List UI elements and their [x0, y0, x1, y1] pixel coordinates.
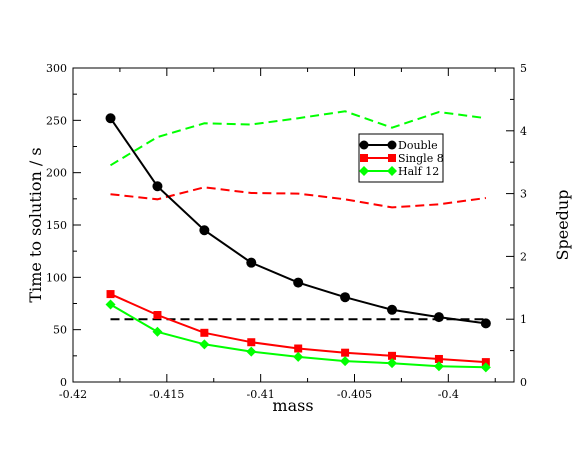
plot-frame — [72, 67, 515, 383]
data-point-half-12 — [199, 339, 210, 350]
data-point-single-8 — [106, 290, 115, 299]
legend-label-half-12: Half 12 — [398, 165, 439, 178]
data-point-single-8 — [153, 311, 162, 320]
legend-marker-square — [388, 154, 396, 162]
legend-marker-circle — [387, 140, 397, 150]
y2-tick-label: 3 — [520, 188, 527, 201]
data-point-single-8 — [200, 328, 209, 337]
y-tick-label: 150 — [46, 219, 67, 232]
x-tick-label: -0.405 — [337, 388, 372, 401]
legend-marker-diamond — [387, 166, 397, 176]
data-point-double — [433, 312, 444, 323]
legend-item-half-12: Half 12 — [359, 165, 439, 178]
y-tick-label: 50 — [53, 324, 67, 337]
y-axis-title: Time to solution / s — [26, 147, 45, 302]
series-layer — [105, 110, 491, 373]
legend-label-single-8: Single 8 — [398, 152, 444, 165]
legend-marker-diamond — [359, 166, 369, 176]
data-point-half-12 — [152, 326, 163, 337]
data-point-single-8 — [341, 348, 350, 357]
data-point-half-12 — [340, 356, 351, 367]
data-point-double — [152, 181, 163, 192]
legend-label-double: Double — [398, 139, 438, 152]
legend-item-double: Double — [359, 139, 438, 152]
x-axis-title: mass — [272, 396, 313, 415]
y-tick-label: 300 — [46, 62, 67, 75]
legend-marker-circle — [359, 140, 369, 150]
x-tick-label: -0.42 — [59, 388, 87, 401]
data-point-double — [340, 292, 351, 303]
data-point-double — [293, 277, 304, 288]
legend: Double Single 8 Half 12 — [358, 133, 444, 183]
y-tick-label: 200 — [46, 167, 67, 180]
x-tick-label: -0.415 — [149, 388, 184, 401]
data-point-half-12 — [433, 361, 444, 372]
data-point-double — [246, 257, 257, 268]
data-point-double — [480, 318, 491, 329]
data-point-half-12 — [105, 299, 116, 310]
x-tick-label: -0.41 — [247, 388, 275, 401]
data-point-single-8 — [247, 338, 256, 347]
y2-tick-label: 2 — [520, 250, 527, 263]
y2-axis-title: Speedup — [553, 190, 572, 261]
data-point-double — [105, 113, 116, 124]
series-line-right-axis-dashed-3 — [110, 186, 487, 209]
data-point-half-12 — [387, 358, 398, 369]
legend-item-single-8: Single 8 — [360, 152, 444, 165]
y2-tick-label: 4 — [520, 125, 527, 138]
axis-ticks: -0.42 -0.415 -0.41 -0.405 -0.405010015020025… — [46, 62, 527, 401]
data-point-half-12 — [480, 362, 491, 373]
x-tick-label: -0.4 — [438, 388, 459, 401]
data-point-half-12 — [246, 346, 257, 357]
series-line-right-axis-dashed-4 — [109, 110, 487, 167]
y2-tick-label: 1 — [520, 313, 527, 326]
y2-tick-label: 5 — [520, 62, 527, 75]
legend-marker-square — [360, 154, 368, 162]
y-tick-label: 100 — [46, 271, 67, 284]
data-point-single-8 — [481, 358, 490, 367]
data-point-single-8 — [388, 351, 397, 360]
data-point-double — [387, 304, 398, 315]
y-tick-label: 0 — [60, 376, 67, 389]
data-point-single-8 — [294, 344, 303, 353]
data-point-half-12 — [293, 351, 304, 362]
data-point-single-8 — [434, 354, 443, 363]
data-point-double — [199, 225, 210, 236]
y-tick-label: 250 — [46, 114, 67, 127]
y2-tick-label: 0 — [520, 376, 527, 389]
